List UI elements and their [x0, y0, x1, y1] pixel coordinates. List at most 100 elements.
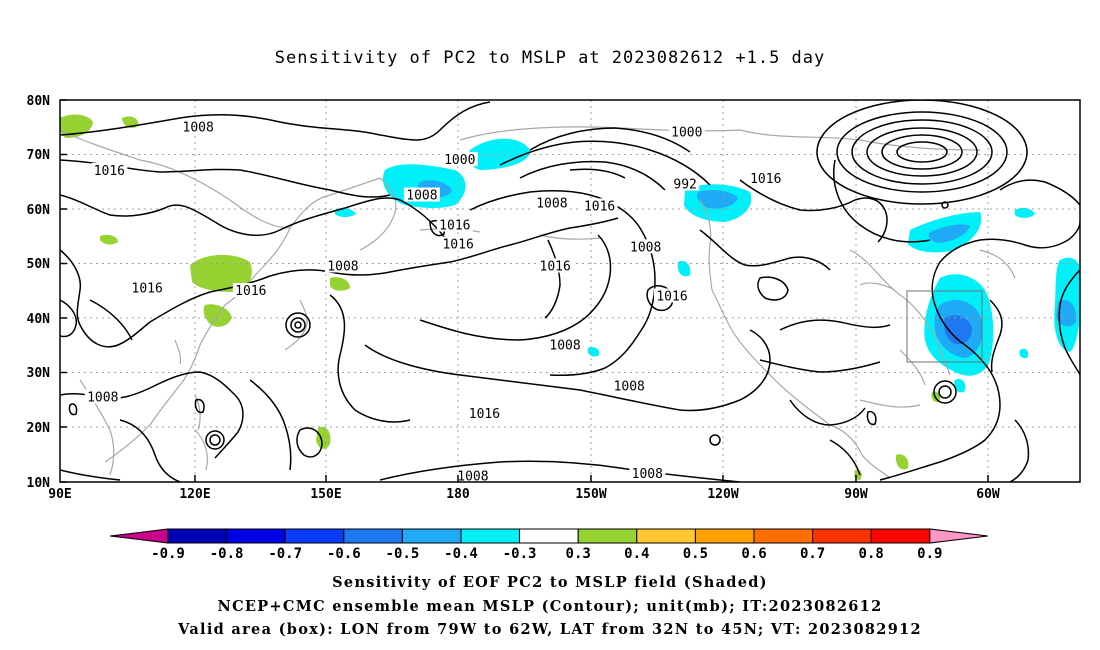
- contour-label: 1008: [630, 240, 661, 255]
- contour-labels: 1008 1016 1000 1008 1016 1016 1008 1016 1016 1008…: [84, 81, 784, 485]
- contour-label: 1008: [406, 189, 437, 204]
- colorbar-swatch: [577, 528, 638, 544]
- lon-label: 120W: [707, 487, 738, 502]
- lon-label: 180: [446, 487, 470, 502]
- lon-label: 90E: [48, 487, 71, 502]
- contour-label-bg: [180, 119, 217, 134]
- colorbar-label: -0.4: [444, 546, 478, 562]
- colorbar-swatch: [519, 528, 579, 544]
- contour-label-bg: [654, 288, 690, 303]
- contour-label-bg: [232, 283, 269, 297]
- colorbar-label: 0.7: [800, 546, 825, 562]
- lat-label: 20N: [27, 421, 51, 436]
- colorbar-label: -0.7: [268, 546, 302, 562]
- colorbar-swatch: [870, 528, 931, 544]
- contour-label: 1016: [750, 172, 781, 187]
- contour-label: 1000: [671, 126, 702, 141]
- contour-label: 1008: [536, 197, 567, 212]
- footer-caption-shaded: Sensitivity of EOF PC2 to MSLP field (Sh…: [332, 574, 768, 591]
- colorbar-swatch: [226, 528, 286, 544]
- map-border: [59, 99, 1081, 483]
- colorbar-end-low: [109, 528, 169, 544]
- contour-label-bg: [611, 378, 648, 393]
- contour-label: 1016: [540, 259, 571, 274]
- lon-label: 120E: [179, 487, 210, 502]
- colorbar-label: -0.5: [386, 546, 420, 562]
- contour-label-bg: [747, 171, 784, 186]
- lon-label: 90W: [844, 487, 868, 502]
- contour-label: 1008: [87, 390, 118, 405]
- contour-label: 1016: [94, 164, 125, 179]
- contour-label-bg: [129, 280, 166, 295]
- lat-label: 60N: [27, 203, 51, 218]
- colorbar-swatch: [167, 528, 228, 544]
- lon-label: 150W: [575, 487, 606, 502]
- contour-label-bg: [441, 152, 478, 167]
- contour-label: 1016: [584, 199, 615, 214]
- colorbar-swatch: [812, 528, 872, 544]
- contour-label-bg: [84, 389, 121, 404]
- contour-label: 1008: [632, 467, 663, 482]
- contour-label-bg: [533, 195, 570, 210]
- colorbar-label: -0.3: [503, 546, 537, 562]
- contour-label-bg: [547, 337, 584, 352]
- lat-label: 30N: [27, 366, 51, 381]
- contour-label-bg: [631, 81, 667, 95]
- colorbar-label: -0.9: [151, 546, 185, 562]
- lon-label: 150E: [310, 487, 341, 502]
- contour-label-bg: [581, 198, 618, 213]
- colorbar-label: 0.9: [917, 546, 942, 562]
- colorbar-swatch: [636, 528, 696, 544]
- contour-label: 1008: [549, 339, 580, 354]
- contour-label-bg: [537, 258, 574, 273]
- contour-label: 1016: [469, 407, 500, 422]
- contour-label-bg: [629, 465, 666, 480]
- contour-label: 1000: [444, 153, 475, 168]
- contour-label-bg: [627, 239, 664, 254]
- colorbar-label: -0.6: [327, 546, 361, 562]
- colorbar-label: 0.8: [859, 546, 884, 562]
- contour-label: 992: [673, 178, 696, 193]
- contour-label-bg: [91, 162, 128, 177]
- contour-label-bg: [436, 217, 473, 232]
- colorbar-label: -0.8: [210, 546, 244, 562]
- colorbar: -0.9 -0.8 -0.7 -0.6 -0.5 -0.4 -0.3 0.3 0.4 0.5 0.6…: [109, 528, 988, 562]
- colorbar-label: 0.5: [683, 546, 708, 562]
- footer-caption-valid-area: Valid area (box): LON from 79W to 62W, L…: [178, 621, 922, 638]
- longitude-labels: 90E 120E 150E 180 150W 120W 90W 60W: [48, 487, 1000, 502]
- contour-label: 1016: [656, 289, 687, 304]
- contour-label-bg: [403, 187, 440, 202]
- lon-label: 60W: [976, 487, 1000, 502]
- contour-label: 1008: [183, 120, 214, 135]
- lat-label: 70N: [27, 148, 51, 163]
- map-title: Sensitivity of PC2 to MSLP at 2023082612…: [274, 48, 826, 68]
- grid-lines: [60, 100, 1080, 482]
- mslp-contours: [60, 100, 1080, 482]
- sensitivity-map: 1008 1016 1000 1008 1016 1016 1008 1016 1016 1008…: [27, 81, 1081, 562]
- contour-label-bg: [440, 236, 477, 251]
- footer-caption-contour: NCEP+CMC ensemble mean MSLP (Contour); u…: [217, 598, 883, 615]
- contour-label: 1008: [614, 380, 645, 395]
- colorbar-swatch: [753, 528, 814, 544]
- valid-area-box: [906, 290, 983, 363]
- lat-label: 40N: [27, 312, 51, 327]
- contour-label: 1008: [633, 82, 664, 97]
- contour-label: 1008: [457, 470, 488, 485]
- colorbar-swatch: [343, 528, 403, 544]
- colorbar-label: 0.6: [741, 546, 766, 562]
- contour-label-bg: [671, 176, 700, 191]
- contour-label-bg: [324, 258, 361, 273]
- axis-ticks: [60, 99, 989, 483]
- contour-label: 1016: [442, 238, 473, 253]
- colorbar-label: 0.3: [566, 546, 591, 562]
- shade-green-manchuria: [190, 254, 252, 292]
- colorbar-end-high: [929, 528, 988, 544]
- contour-label: 1016: [235, 284, 266, 299]
- latitude-labels: 80N 70N 60N 50N 40N 30N 20N 10N: [27, 94, 51, 491]
- lat-label: 50N: [27, 257, 51, 272]
- colorbar-swatch: [284, 528, 345, 544]
- colorbar-swatch: [460, 528, 521, 544]
- colorbar-swatch: [694, 528, 755, 544]
- contour-label: 1008: [327, 259, 358, 274]
- contour-label-bg: [454, 468, 491, 482]
